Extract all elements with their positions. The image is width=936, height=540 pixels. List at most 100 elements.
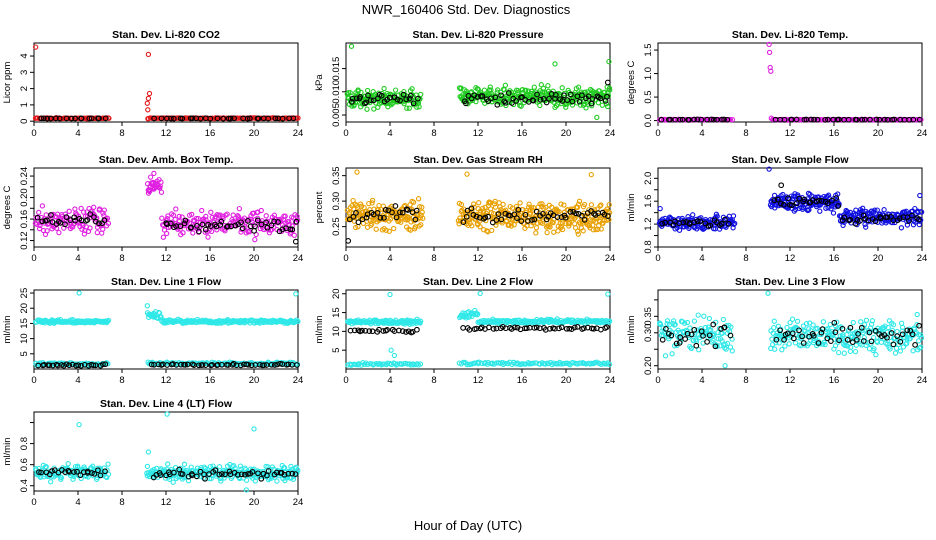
mean-point (707, 222, 714, 229)
mean-point (55, 362, 61, 369)
data-point (348, 43, 355, 49)
data-point (101, 207, 107, 213)
data-point (544, 229, 550, 236)
x-tick-label: 16 (517, 128, 528, 139)
data-point (44, 228, 50, 234)
figure-title: NWR_160406 Std. Dev. Diagnostics (362, 2, 571, 17)
mean-point (569, 98, 576, 105)
data-point (484, 228, 490, 234)
mean-point (778, 182, 785, 189)
data-point (373, 226, 379, 232)
data-point (94, 215, 100, 221)
mean-point (808, 116, 814, 123)
data-point (404, 217, 410, 223)
data-point (189, 211, 195, 218)
data-point (475, 311, 481, 317)
x-tick-label: 20 (249, 128, 260, 139)
x-tick-label: 4 (387, 128, 392, 139)
mean-point (694, 218, 701, 225)
data-point (581, 201, 588, 208)
mean-point (366, 328, 373, 334)
data-point (364, 87, 371, 94)
data-point (202, 229, 208, 235)
data-point (533, 230, 539, 236)
mean-point (691, 116, 697, 123)
data-point (243, 477, 250, 483)
mean-point (170, 361, 176, 367)
data-point (52, 222, 58, 229)
data-point (479, 360, 485, 367)
mean-point (199, 362, 206, 368)
mean-point (369, 328, 376, 335)
data-point (606, 202, 612, 208)
data-point (662, 353, 669, 359)
mean-point (239, 225, 246, 232)
mean-point (44, 115, 51, 122)
data-point (190, 230, 196, 236)
mean-point (546, 95, 552, 102)
mean-point (502, 210, 509, 217)
x-tick-label: 24 (293, 375, 304, 386)
mean-point (287, 226, 294, 233)
data-point (180, 230, 186, 236)
data-point (364, 106, 370, 112)
x-tick-label: 24 (293, 128, 304, 139)
mean-point (659, 220, 665, 227)
data-point (664, 318, 671, 324)
mean-point (252, 223, 258, 230)
data-point (545, 83, 551, 89)
mean-point (75, 362, 82, 369)
y-tick-label: 5 (19, 351, 30, 356)
mean-point (271, 362, 278, 368)
mean-point (884, 214, 891, 221)
data-point (720, 316, 727, 323)
data-point (164, 359, 170, 365)
data-point (531, 84, 537, 90)
mean-point (603, 324, 610, 330)
data-point (146, 90, 153, 97)
y-tick-label: 10 (331, 326, 342, 337)
x-tick-label: 12 (473, 128, 484, 139)
mean-point (207, 115, 214, 122)
mean-point (876, 116, 883, 123)
data-point (702, 324, 709, 331)
data-point (278, 216, 284, 222)
data-point (806, 207, 812, 213)
data-point (491, 201, 498, 207)
mean-point (232, 222, 239, 229)
data-point (502, 360, 508, 367)
mean-point (822, 116, 829, 123)
mean-point (914, 215, 921, 221)
x-tick-label: 16 (205, 375, 216, 386)
data-point (594, 114, 600, 121)
data-point (199, 207, 205, 214)
data-point (730, 225, 736, 231)
mean-point (362, 327, 369, 334)
data-point (274, 478, 280, 484)
mean-point (519, 94, 525, 100)
data-point (66, 115, 72, 122)
data-point (559, 226, 566, 233)
data-point (295, 318, 301, 325)
y-tick-label: 0.0 (643, 114, 654, 127)
data-point (369, 200, 375, 206)
data-point (513, 218, 519, 224)
data-point (294, 213, 300, 220)
data-point (220, 213, 226, 220)
mean-point (363, 214, 370, 221)
data-point (730, 213, 737, 219)
data-point (203, 213, 209, 220)
mean-point (199, 221, 206, 228)
data-point (603, 101, 610, 107)
data-point (569, 102, 576, 108)
data-point (556, 208, 562, 215)
y-tick-label: 0.8 (19, 437, 30, 450)
mean-point (540, 210, 546, 217)
mean-point (412, 216, 419, 223)
mean-point (861, 116, 868, 123)
x-tick-label: 24 (605, 253, 616, 264)
mean-point (353, 210, 359, 216)
mean-point (268, 222, 275, 229)
mean-point (167, 220, 174, 227)
